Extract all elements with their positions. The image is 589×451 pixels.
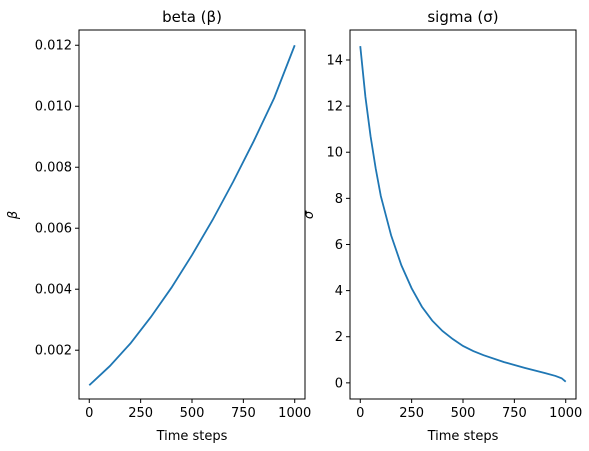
sigma-axes-frame bbox=[349, 29, 577, 400]
beta-xtick-label: 250 bbox=[128, 406, 153, 421]
sigma-title: sigma (σ) bbox=[427, 8, 498, 26]
beta-axes-frame bbox=[78, 29, 306, 400]
beta-xtick-label: 750 bbox=[231, 406, 256, 421]
sigma-xtick-label: 750 bbox=[502, 406, 527, 421]
beta-xlabel: Time steps bbox=[156, 429, 228, 444]
sigma-xtick-label: 500 bbox=[451, 406, 476, 421]
beta-xtick-label: 0 bbox=[85, 406, 93, 421]
beta-yticks: 0.002 0.004 0.006 0.008 0.010 0.012 bbox=[35, 39, 79, 359]
sigma-ytick-label: 8 bbox=[335, 192, 343, 207]
beta-line bbox=[88, 44, 296, 386]
sigma-yticks: 0 2 4 6 8 10 12 14 bbox=[326, 53, 350, 391]
sigma-ylabel: σ bbox=[302, 210, 317, 219]
beta-xticks: 0 250 500 750 1000 bbox=[85, 399, 311, 421]
sigma-subplot: sigma (σ) Time steps σ 0 250 500 750 1000 0 2… bbox=[302, 8, 582, 444]
sigma-ytick-label: 14 bbox=[326, 53, 343, 68]
sigma-ytick-label: 4 bbox=[335, 284, 343, 299]
sigma-ytick-label: 10 bbox=[326, 146, 343, 161]
sigma-xtick-label: 1000 bbox=[549, 406, 582, 421]
sigma-ytick-label: 0 bbox=[335, 376, 343, 391]
beta-subplot: beta (β) Time steps β 0 250 500 750 1000 0.0… bbox=[6, 8, 311, 444]
sigma-xtick-label: 250 bbox=[399, 406, 424, 421]
beta-ylabel: β bbox=[6, 211, 21, 220]
sigma-line bbox=[359, 46, 567, 383]
beta-ytick-label: 0.008 bbox=[35, 161, 72, 176]
sigma-xticks: 0 250 500 750 1000 bbox=[356, 399, 582, 421]
beta-ytick-label: 0.002 bbox=[35, 344, 72, 359]
sigma-xtick-label: 0 bbox=[356, 406, 364, 421]
sigma-ytick-label: 6 bbox=[335, 238, 343, 253]
beta-ytick-label: 0.012 bbox=[35, 39, 72, 54]
sigma-ytick-label: 2 bbox=[335, 330, 343, 345]
beta-title: beta (β) bbox=[162, 8, 222, 26]
beta-ytick-label: 0.010 bbox=[35, 100, 72, 115]
beta-xtick-label: 500 bbox=[180, 406, 205, 421]
beta-xtick-label: 1000 bbox=[278, 406, 311, 421]
sigma-xlabel: Time steps bbox=[427, 429, 499, 444]
beta-ytick-label: 0.006 bbox=[35, 222, 72, 237]
sigma-ytick-label: 12 bbox=[326, 100, 343, 115]
beta-ytick-label: 0.004 bbox=[35, 283, 72, 298]
